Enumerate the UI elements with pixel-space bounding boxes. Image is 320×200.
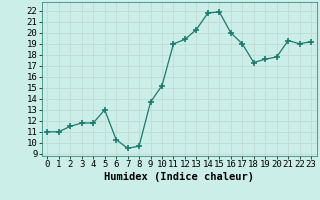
X-axis label: Humidex (Indice chaleur): Humidex (Indice chaleur) — [104, 172, 254, 182]
